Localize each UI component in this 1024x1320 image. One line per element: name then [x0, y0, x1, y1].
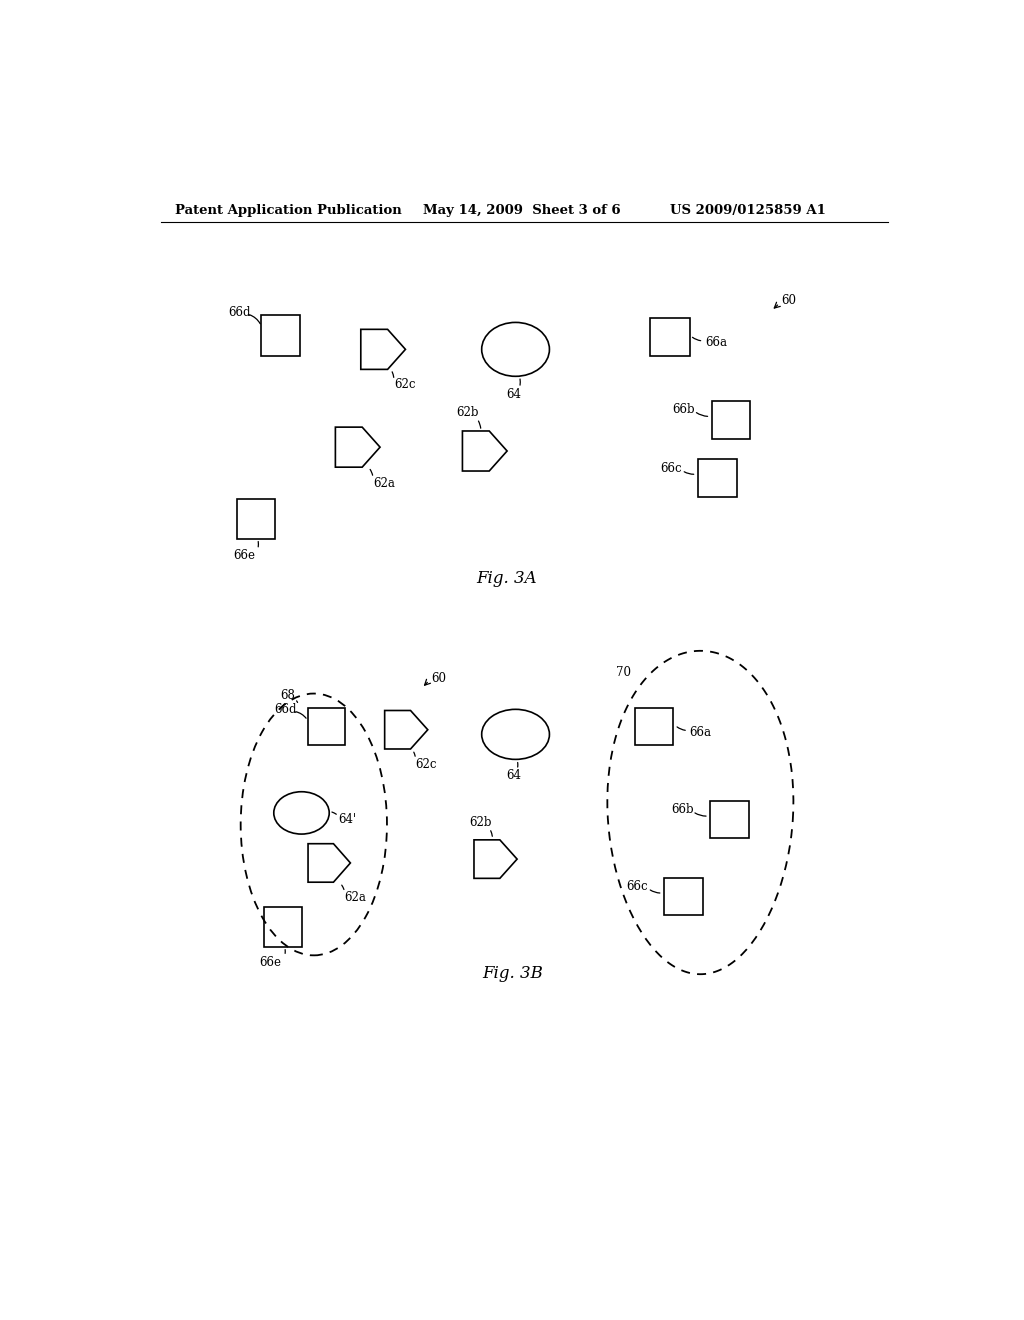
Text: 62b: 62b: [457, 407, 479, 418]
Bar: [698, 459, 736, 498]
Text: 60: 60: [431, 672, 445, 685]
Text: 62a: 62a: [373, 477, 395, 490]
Text: 68: 68: [281, 689, 296, 702]
Text: 64: 64: [507, 388, 521, 400]
Bar: [649, 318, 689, 356]
Text: 66c: 66c: [660, 462, 682, 475]
Text: 64': 64': [339, 813, 356, 825]
Text: 66b: 66b: [673, 403, 695, 416]
Text: 60: 60: [781, 294, 797, 308]
Text: 62a: 62a: [345, 891, 367, 904]
Bar: [712, 401, 751, 440]
Text: 62c: 62c: [394, 379, 416, 391]
Text: 66e: 66e: [232, 549, 255, 562]
Text: 66c: 66c: [627, 880, 648, 894]
Bar: [237, 499, 275, 539]
Text: 66e: 66e: [260, 956, 282, 969]
Text: 62b: 62b: [469, 816, 492, 829]
Text: 64: 64: [507, 770, 521, 783]
Text: 62c: 62c: [416, 758, 437, 771]
Text: Fig. 3B: Fig. 3B: [482, 965, 543, 982]
Text: 66a: 66a: [689, 726, 712, 739]
Bar: [635, 708, 674, 744]
Text: US 2009/0125859 A1: US 2009/0125859 A1: [670, 205, 825, 218]
Text: 66a: 66a: [705, 335, 727, 348]
Bar: [261, 315, 300, 355]
Bar: [308, 708, 345, 744]
Text: 66b: 66b: [671, 804, 693, 816]
Bar: [665, 878, 702, 915]
Bar: [264, 907, 302, 946]
Text: May 14, 2009  Sheet 3 of 6: May 14, 2009 Sheet 3 of 6: [423, 205, 621, 218]
Text: 66d: 66d: [228, 306, 251, 319]
Text: 66d: 66d: [274, 704, 297, 717]
Text: Fig. 3A: Fig. 3A: [476, 569, 537, 586]
Text: Patent Application Publication: Patent Application Publication: [175, 205, 402, 218]
Text: 70: 70: [615, 667, 631, 680]
Bar: [711, 800, 749, 838]
